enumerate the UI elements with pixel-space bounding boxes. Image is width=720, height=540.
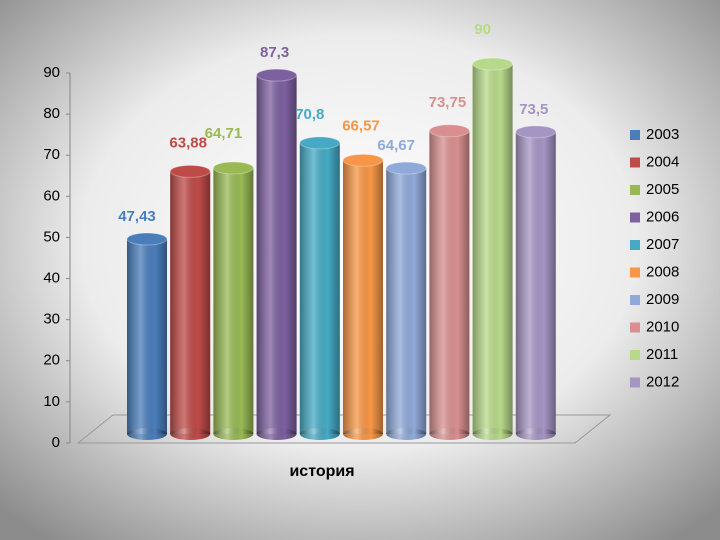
bar xyxy=(342,153,384,440)
legend-swatch xyxy=(630,212,640,223)
data-label: 87,3 xyxy=(260,44,289,61)
bar xyxy=(126,232,168,440)
y-tick-label: 10 xyxy=(43,393,60,410)
y-tick-label: 40 xyxy=(43,270,60,287)
legend-swatch xyxy=(630,240,640,250)
y-tick-label: 70 xyxy=(43,146,60,163)
bar-shade xyxy=(127,239,167,434)
bar-shade xyxy=(515,131,556,435)
legend-swatch xyxy=(630,350,640,360)
data-label: 73,75 xyxy=(429,94,467,111)
legend-swatch xyxy=(630,322,640,333)
bar xyxy=(212,161,254,440)
legend-swatch xyxy=(630,185,640,195)
data-label: 73,5 xyxy=(519,101,548,118)
y-tick-label: 30 xyxy=(43,311,60,328)
bar-top xyxy=(212,161,254,175)
category-label: история xyxy=(289,463,354,480)
data-label: 90 xyxy=(474,21,491,38)
data-label: 66,57 xyxy=(342,117,380,134)
bar-top xyxy=(169,164,211,178)
data-label: 64,71 xyxy=(205,125,243,142)
bar-top xyxy=(472,57,514,71)
bar-shade xyxy=(170,171,211,435)
data-label: 47,43 xyxy=(118,208,156,225)
bar xyxy=(428,124,470,440)
data-label: 63,88 xyxy=(169,134,207,151)
bar xyxy=(256,68,298,440)
legend-label: 2011 xyxy=(646,346,678,363)
y-tick-label: 80 xyxy=(43,105,60,122)
bar xyxy=(299,136,341,440)
legend-label: 2009 xyxy=(646,291,679,308)
bar-top xyxy=(428,124,470,138)
bar-shade xyxy=(429,130,470,435)
bar-shade xyxy=(343,160,383,434)
y-tick-label: 90 xyxy=(43,64,60,81)
legend-label: 2006 xyxy=(646,208,679,225)
legend-label: 2005 xyxy=(646,181,679,198)
legend-swatch xyxy=(630,157,640,168)
bar-shade xyxy=(213,167,254,434)
legend-swatch xyxy=(630,295,640,305)
legend-label: 2010 xyxy=(646,318,679,335)
bar-shade xyxy=(386,168,427,434)
bar-shade xyxy=(299,142,340,434)
floor xyxy=(76,414,612,444)
legend-swatch xyxy=(630,377,640,388)
data-label: 70,8 xyxy=(295,106,324,123)
y-tick-label: 20 xyxy=(43,352,60,369)
legend-label: 2012 xyxy=(646,373,679,390)
legend-label: 2003 xyxy=(646,126,679,143)
legend-label: 2007 xyxy=(646,236,679,253)
bar xyxy=(385,161,427,440)
bar-top xyxy=(126,232,168,246)
legend-swatch xyxy=(630,130,640,140)
bar xyxy=(169,164,211,440)
legend-label: 2008 xyxy=(646,263,679,280)
bar xyxy=(515,125,557,440)
bar-top xyxy=(515,125,557,139)
data-label: 64,67 xyxy=(377,137,415,154)
legend-label: 2004 xyxy=(646,153,679,170)
bar-top xyxy=(342,153,384,167)
bar xyxy=(472,57,514,440)
y-tick-label: 0 xyxy=(52,434,60,451)
bar-shade xyxy=(256,75,297,434)
y-tick-label: 50 xyxy=(43,228,60,245)
bar-top xyxy=(256,68,298,82)
bar-top xyxy=(385,161,427,175)
bar-top xyxy=(299,136,341,150)
bar-shade xyxy=(472,64,513,434)
y-tick-label: 60 xyxy=(43,187,60,204)
legend-swatch xyxy=(630,267,640,278)
